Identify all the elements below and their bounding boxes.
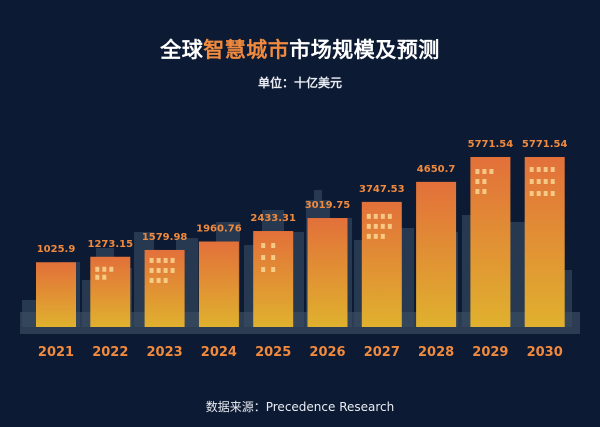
value-label-2021: 1025.9: [37, 244, 76, 255]
bar-window: [482, 179, 487, 184]
title-highlight: 智慧城市: [203, 38, 290, 62]
bar-window: [149, 277, 154, 283]
bar-window: [366, 223, 371, 229]
value-label-2030: 5771.54: [522, 139, 568, 150]
title-part-1: 全球: [160, 38, 204, 62]
x-tick-label-2028: 2028: [418, 345, 454, 360]
bar-window: [366, 233, 371, 239]
bar-window: [163, 267, 168, 273]
bar-window: [109, 266, 114, 272]
bar-window: [366, 213, 371, 219]
bar-window: [156, 267, 161, 273]
bar-window: [387, 223, 392, 229]
bar-2030: [524, 157, 565, 327]
bar-window: [261, 267, 266, 273]
bars-group: [36, 157, 565, 327]
bar-window: [543, 179, 548, 184]
bar-window: [271, 255, 276, 261]
value-label-2026: 3019.75: [305, 200, 351, 211]
title-part-3: 市场规模及预测: [289, 38, 440, 62]
bar-window: [543, 191, 548, 196]
bar-window: [482, 189, 487, 194]
x-tick-label-2029: 2029: [472, 345, 508, 360]
value-label-2029: 5771.54: [468, 139, 514, 150]
bar-2024: [198, 241, 239, 327]
skyline-building: [508, 222, 528, 327]
bar-2026: [307, 218, 348, 327]
x-tick-label-2024: 2024: [201, 345, 237, 360]
bar-window: [156, 257, 161, 263]
value-labels-group: 1025.9 1273.15 1579.98 1960.76 2433.31 3019.7…: [37, 139, 568, 255]
bar-2021: [36, 262, 76, 327]
bar-window: [170, 267, 175, 273]
bar-window: [536, 191, 541, 196]
x-tick-label-2027: 2027: [364, 345, 400, 360]
unit-label: 单位：十亿美元: [257, 76, 342, 90]
bar-window: [261, 243, 266, 249]
bar-2029: [470, 157, 511, 327]
bar-window: [475, 169, 480, 174]
x-axis-labels: 2021 2022 2023 2024 2025 2026 2027 2028 2029 2030: [38, 345, 563, 360]
bar-window: [373, 233, 378, 239]
bar-window: [550, 167, 555, 172]
bar-window: [529, 191, 534, 196]
value-label-2028: 4650.7: [417, 164, 456, 175]
bar-window: [482, 169, 487, 174]
bar-window: [271, 267, 276, 273]
bar-window: [536, 179, 541, 184]
skyline-building: [314, 190, 322, 202]
bar-window: [543, 167, 548, 172]
value-label-2022: 1273.15: [88, 239, 134, 250]
x-tick-label-2025: 2025: [255, 345, 291, 360]
bar-window: [529, 179, 534, 184]
bar-window: [156, 277, 161, 283]
bar-2028: [416, 181, 457, 327]
bar-window: [102, 266, 107, 272]
bar-window: [536, 167, 541, 172]
bar-window: [475, 179, 480, 184]
bar-window: [373, 223, 378, 229]
bar-window: [373, 213, 378, 219]
bar-window: [489, 169, 494, 174]
bar-window: [387, 213, 392, 219]
bar-window: [475, 189, 480, 194]
bar-window: [170, 257, 175, 263]
source-label: 数据来源：Precedence Research: [205, 400, 395, 414]
bar-window: [163, 257, 168, 263]
bar-window: [380, 213, 385, 219]
bar-window: [102, 274, 107, 280]
bar-window: [95, 266, 100, 272]
value-label-2027: 3747.53: [359, 184, 405, 195]
x-tick-label-2022: 2022: [92, 345, 128, 360]
x-tick-label-2026: 2026: [309, 345, 345, 360]
bar-window: [271, 243, 276, 249]
x-tick-label-2021: 2021: [38, 345, 74, 360]
chart-title: 全球智慧城市市场规模及预测: [0, 34, 600, 64]
bar-window: [529, 167, 534, 172]
bar-window: [550, 179, 555, 184]
bar-window: [95, 274, 100, 280]
bar-window: [261, 255, 266, 261]
x-tick-label-2030: 2030: [527, 345, 563, 360]
bar-window: [380, 233, 385, 239]
bar-window: [380, 223, 385, 229]
bar-2027: [361, 201, 402, 327]
bar-window: [163, 277, 168, 283]
value-label-2023: 1579.98: [142, 232, 188, 243]
bar-window: [149, 257, 154, 263]
x-tick-label-2023: 2023: [147, 345, 183, 360]
bar-window: [550, 191, 555, 196]
value-label-2025: 2433.31: [250, 213, 296, 224]
value-label-2024: 1960.76: [196, 224, 242, 235]
bar-window: [149, 267, 154, 273]
